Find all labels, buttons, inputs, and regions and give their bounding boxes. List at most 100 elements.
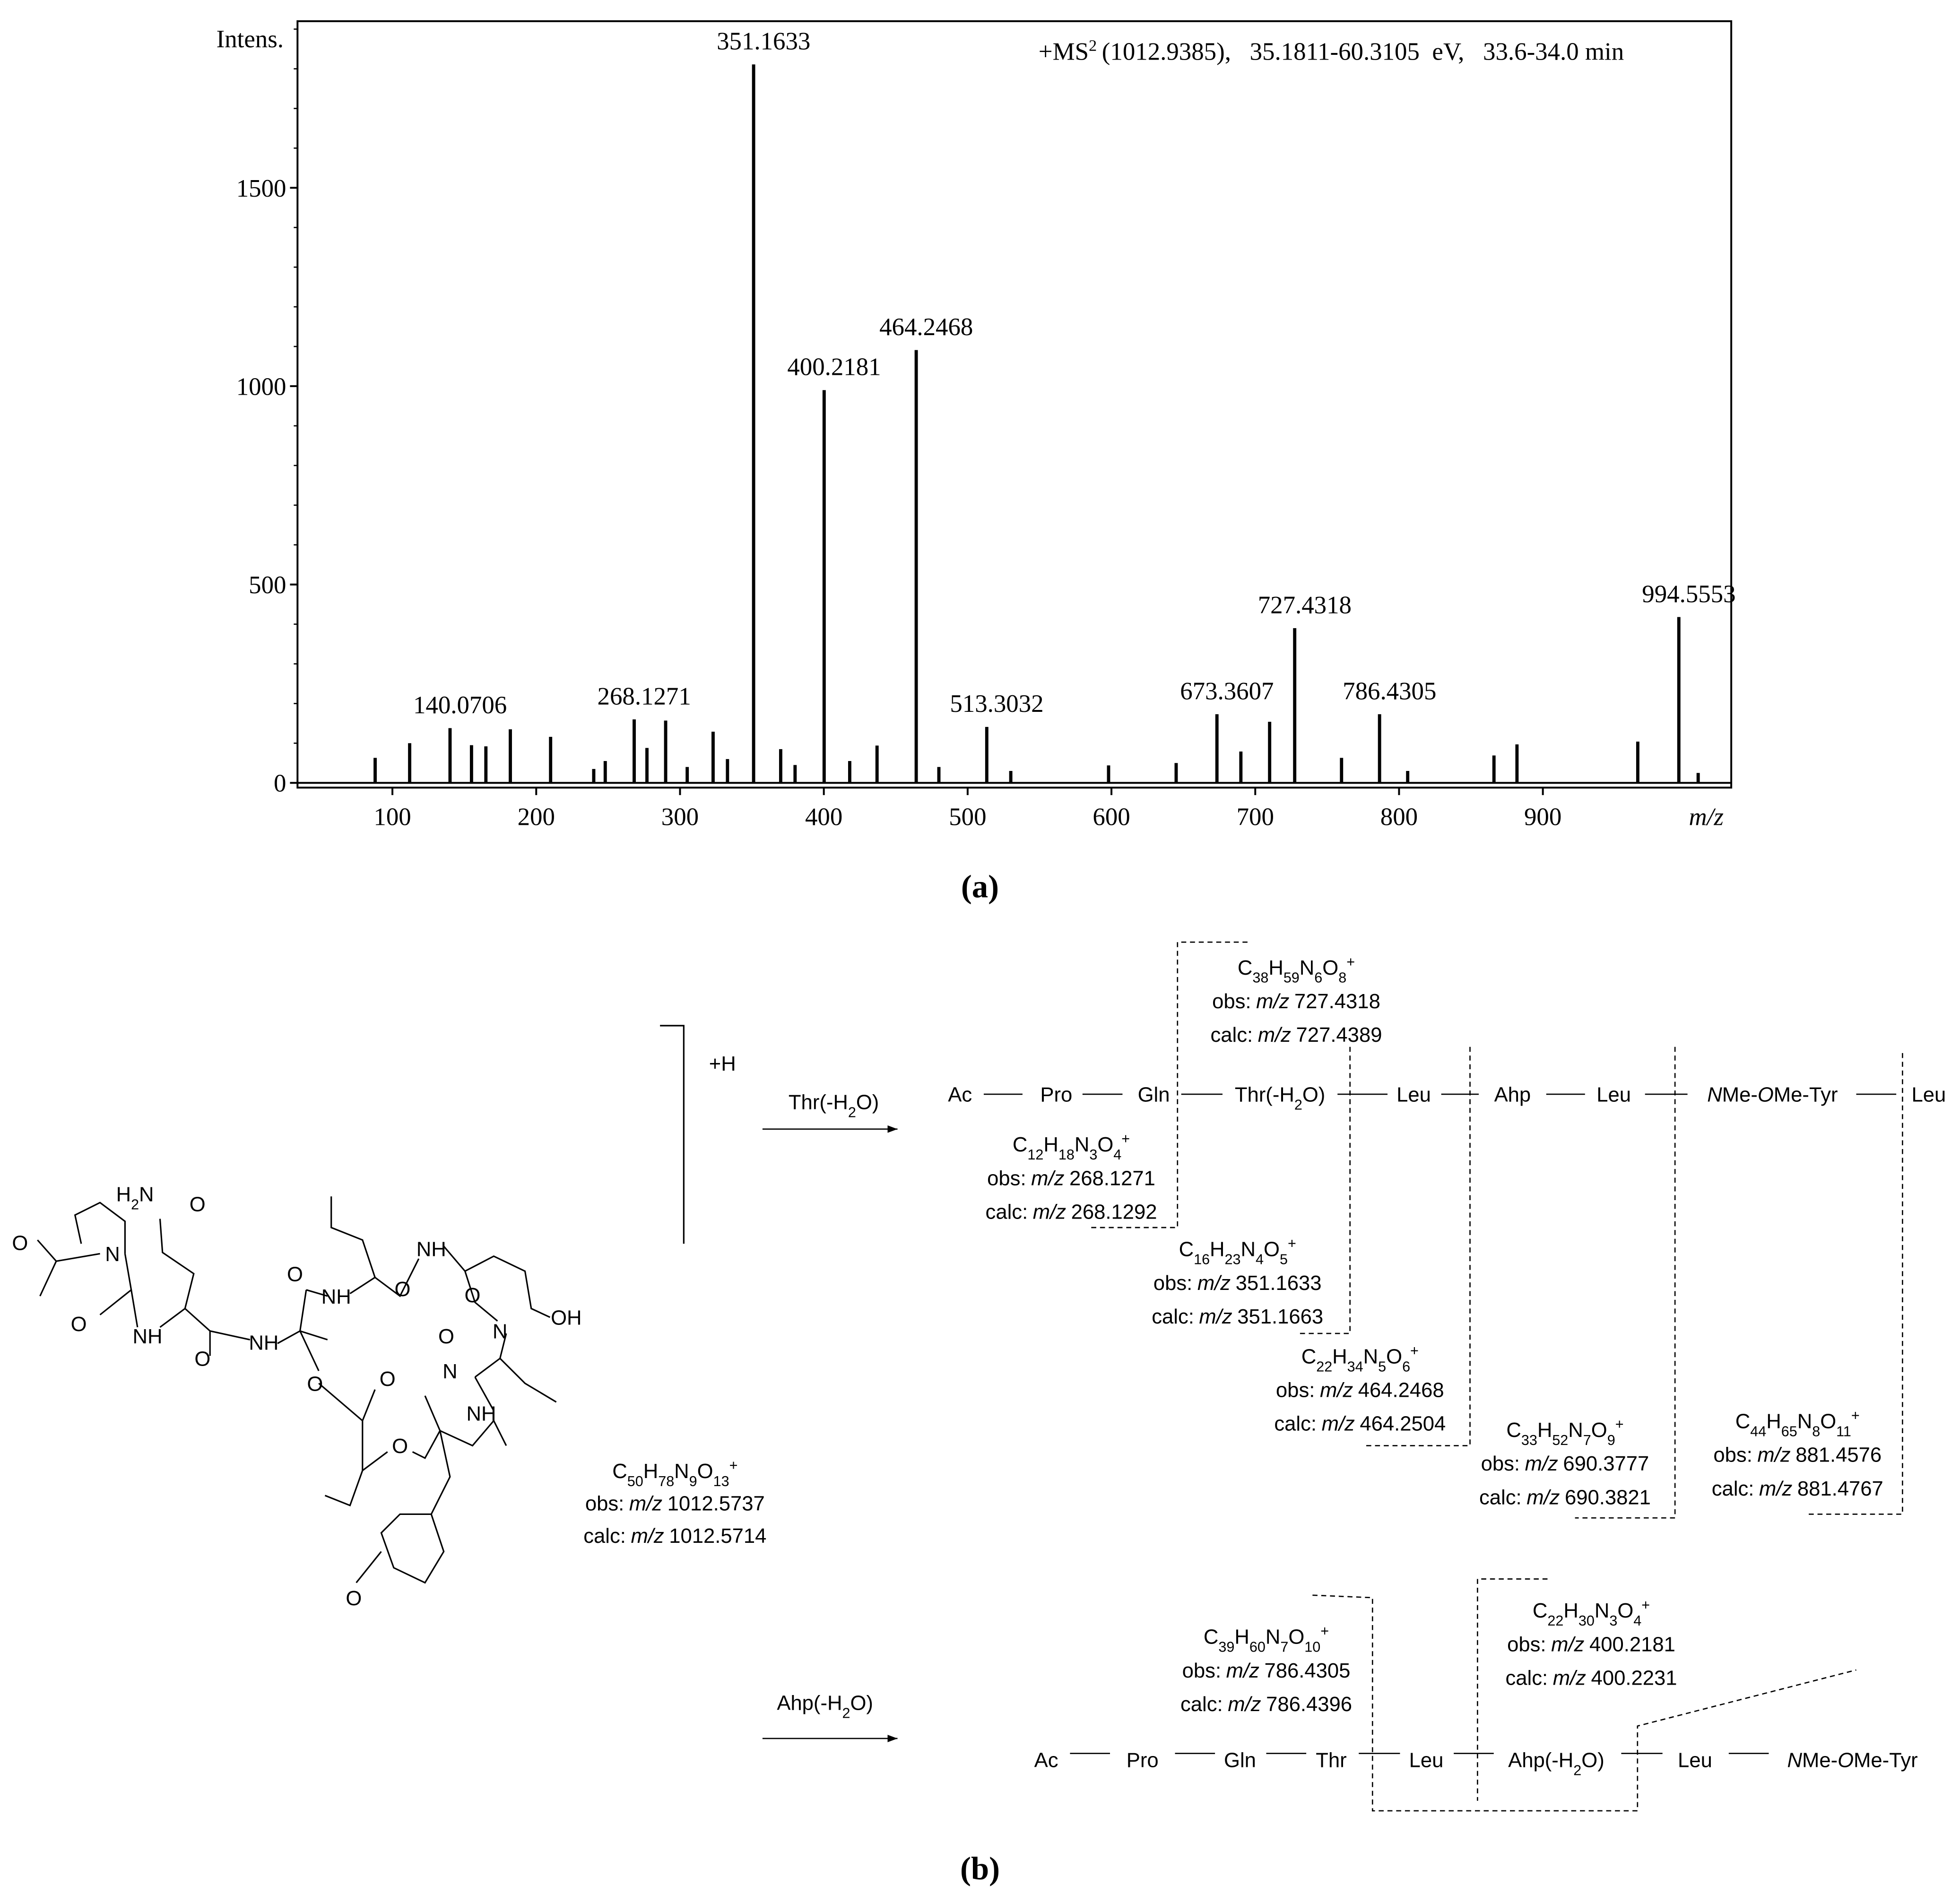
atom-label: O xyxy=(438,1325,454,1348)
fragment-obs: obs: m/z 881.4576 xyxy=(1713,1444,1882,1467)
fragment-obs: obs: m/z 786.4305 xyxy=(1182,1660,1351,1682)
peak xyxy=(1215,714,1219,783)
peak xyxy=(1107,765,1110,783)
peak xyxy=(1636,741,1639,783)
residues: Ac Pro Gln Thr(-H2O) Leu Ahp Leu NMe-OMe-Tyr Leu… xyxy=(948,1084,1946,1779)
fragment-obs: obs: m/z 727.4318 xyxy=(1212,990,1380,1013)
peak xyxy=(793,765,797,783)
annotation-sup: 2 xyxy=(1089,37,1097,55)
mz-label: m/z xyxy=(1526,1486,1560,1509)
peak-label: 268.1271 xyxy=(598,683,691,710)
fragment-calc: calc: m/z 786.4396 xyxy=(1180,1693,1352,1716)
peak xyxy=(711,731,715,783)
peak xyxy=(1378,714,1381,783)
peak-label: 464.2468 xyxy=(879,313,973,341)
mz-label: m/z xyxy=(1033,1201,1066,1224)
mz-value: 727.4318 xyxy=(1294,990,1380,1013)
fragment-obs: obs: m/z 268.1271 xyxy=(987,1167,1155,1190)
label: obs: xyxy=(585,1493,624,1515)
mz-label: m/z xyxy=(1525,1453,1558,1475)
label: obs: xyxy=(987,1167,1026,1190)
label: calc: xyxy=(583,1525,626,1548)
label: obs: xyxy=(1713,1444,1752,1467)
peak xyxy=(408,743,412,783)
peak xyxy=(645,748,649,783)
atom-label: O xyxy=(287,1263,303,1286)
label: calc: xyxy=(1180,1693,1223,1716)
mz-value: 786.4396 xyxy=(1266,1693,1352,1716)
fragment-obs: obs: m/z 464.2468 xyxy=(1276,1379,1444,1402)
plot-frame xyxy=(296,20,1733,789)
fragment-formula: C39H60N7O10+ xyxy=(1204,1623,1329,1655)
peak xyxy=(1174,763,1178,783)
panel-label: (b) xyxy=(960,1851,1000,1886)
mz-value: 464.2468 xyxy=(1358,1379,1444,1402)
peak xyxy=(1009,771,1013,783)
peak xyxy=(1677,617,1681,783)
x-tick-label: 300 xyxy=(661,803,699,830)
fragment-formula: C44H65N8O11+ xyxy=(1735,1408,1860,1440)
peak xyxy=(633,719,636,783)
fragment-formula: C50H78N9O13+ xyxy=(612,1457,737,1489)
label: obs: xyxy=(1276,1379,1315,1402)
mz-label: m/z xyxy=(1226,1660,1259,1682)
fragment-formula: C38H59N6O8+ xyxy=(1238,954,1355,986)
peak-label: 727.4318 xyxy=(1258,591,1352,619)
residue: Thr(-H2O) xyxy=(1235,1084,1325,1113)
fragment-formula: C16H23N4O5+ xyxy=(1179,1236,1296,1268)
fragment-obs: obs: m/z 351.1633 xyxy=(1153,1272,1322,1295)
label: calc: xyxy=(986,1201,1028,1224)
label: calc: xyxy=(1274,1413,1317,1436)
molecule-bonds xyxy=(37,1196,557,1584)
mz-label: m/z xyxy=(1551,1633,1584,1656)
mz-value: 727.4389 xyxy=(1296,1024,1382,1047)
residue: Gln xyxy=(1138,1084,1170,1107)
peak-label: 513.3032 xyxy=(950,690,1043,718)
mz-label: m/z xyxy=(631,1525,664,1548)
y-tick-label: 1500 xyxy=(236,175,286,202)
mz-label: m/z xyxy=(1320,1379,1353,1402)
peak-label: 140.0706 xyxy=(413,692,507,719)
peak xyxy=(1239,751,1243,783)
residue: Leu xyxy=(1409,1749,1444,1772)
fragment-formula: C22H34N5O6+ xyxy=(1301,1342,1419,1375)
x-tick-label: 900 xyxy=(1524,803,1561,830)
peak xyxy=(985,727,989,783)
atom-label: NH xyxy=(466,1403,496,1426)
label: obs: xyxy=(1507,1633,1546,1656)
peak xyxy=(685,767,689,783)
peak-label: 400.2181 xyxy=(787,354,881,381)
label: calc: xyxy=(1505,1667,1548,1690)
residue: Ac xyxy=(1034,1749,1058,1772)
atom-label: OH xyxy=(551,1307,581,1330)
peak xyxy=(822,390,826,783)
label: calc: xyxy=(1152,1306,1194,1328)
mz-value: 400.2181 xyxy=(1589,1633,1675,1656)
peak xyxy=(726,759,729,783)
arrow-label: Ahp(-H2O) xyxy=(777,1692,873,1721)
label: calc: xyxy=(1479,1486,1522,1509)
residue: Leu xyxy=(1678,1749,1712,1772)
residue: Ahp xyxy=(1494,1084,1531,1107)
mz-value: 690.3777 xyxy=(1563,1453,1649,1475)
mz-label: m/z xyxy=(1322,1413,1355,1436)
peak xyxy=(1492,755,1496,783)
peak xyxy=(1268,721,1272,783)
peak xyxy=(469,745,473,783)
fragment-formula: C12H18N3O4+ xyxy=(1013,1131,1130,1163)
x-tick-label: 600 xyxy=(1093,803,1130,830)
mz-value: 881.4767 xyxy=(1797,1478,1883,1500)
arrow-label: Thr(-H2O) xyxy=(789,1091,879,1121)
atom-label: H2N xyxy=(116,1184,154,1213)
cleavage-lines xyxy=(1091,941,1903,1812)
atom-label: N xyxy=(105,1243,120,1266)
y-tick-label: 1000 xyxy=(236,373,286,400)
atom-label: NH xyxy=(321,1286,351,1308)
x-tick-label: 700 xyxy=(1237,803,1274,830)
residue: NMe-OMe-Tyr xyxy=(1707,1084,1838,1107)
label: obs: xyxy=(1212,990,1251,1013)
peak xyxy=(549,736,553,783)
